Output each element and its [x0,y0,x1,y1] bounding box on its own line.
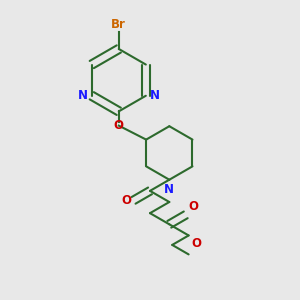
Text: O: O [189,200,199,213]
Text: N: N [150,89,160,102]
Text: N: N [78,89,88,102]
Text: Br: Br [111,17,126,31]
Text: O: O [114,119,124,132]
Text: O: O [191,237,201,250]
Text: O: O [121,194,131,207]
Text: N: N [164,183,174,196]
